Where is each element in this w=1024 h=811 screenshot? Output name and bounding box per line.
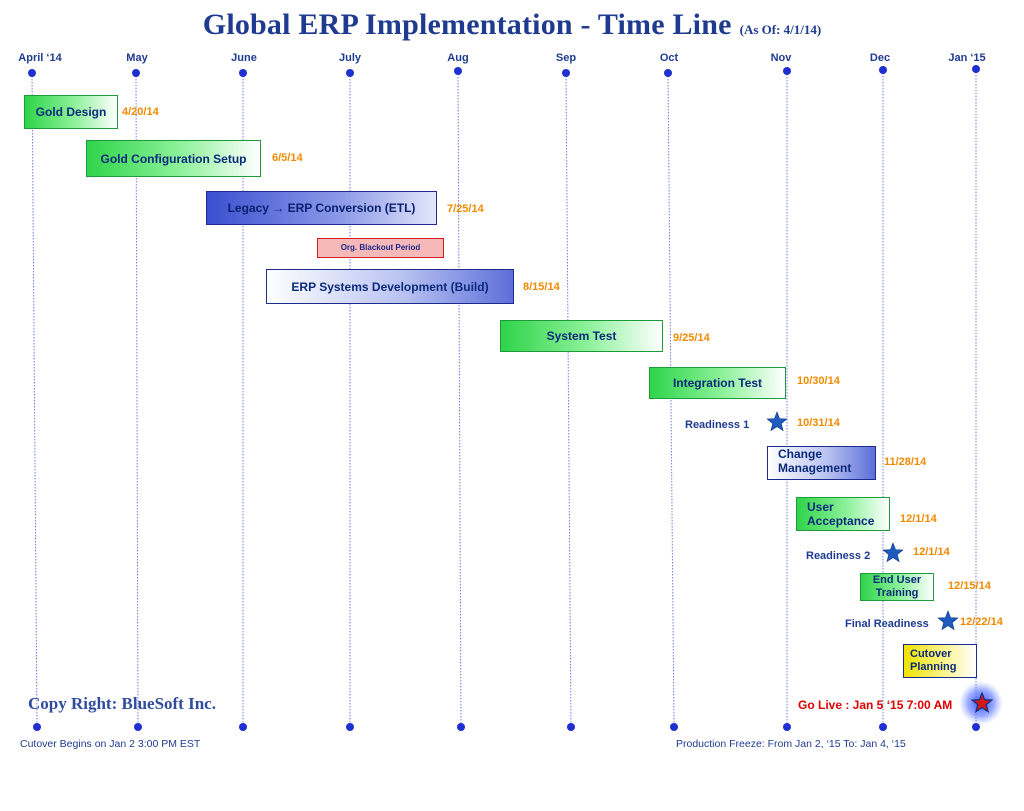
date-integration-test: 10/30/14 (797, 375, 840, 387)
date-change-management: 11/28/14 (884, 456, 927, 468)
date-erp-development: 8/15/14 (523, 281, 560, 293)
task-erp-development: ERP Systems Development (Build) (266, 269, 514, 304)
task-gold-configuration: Gold Configuration Setup (86, 140, 261, 177)
title-main: Global ERP Implementation - Time Line (202, 8, 732, 41)
month-label-jul: July (338, 52, 362, 64)
date-end-user-training: 12/15/14 (948, 580, 991, 592)
top-dot-may (132, 69, 140, 77)
task-change-management: Change Management (767, 446, 876, 480)
bottom-dot-jan (972, 723, 980, 731)
date-readiness1: 10/31/14 (797, 417, 840, 429)
date-gold-design: 4/20/14 (122, 106, 159, 118)
footer-production-freeze: Production Freeze: From Jan 2, ‘15 To: J… (676, 738, 906, 750)
task-system-test: System Test (500, 320, 663, 352)
readiness1-star-icon (766, 411, 788, 432)
task-org-blackout: Org. Blackout Period (317, 238, 444, 258)
legacy-label: Legacy (227, 201, 269, 215)
task-legacy-conversion: Legacy → ERP Conversion (ETL) (206, 191, 437, 225)
gridline-aug (457, 70, 462, 728)
month-label-jan: Jan ‘15 (948, 52, 986, 64)
bottom-dot-sep (567, 723, 575, 731)
page-title: Global ERP Implementation - Time Line (A… (0, 8, 1024, 42)
readiness2-star-icon (882, 542, 904, 563)
erp-conversion-label: ERP Conversion (ETL) (287, 201, 416, 215)
gridline-oct (667, 72, 675, 728)
top-dot-aug (454, 67, 462, 75)
bottom-dot-aug (457, 723, 465, 731)
bottom-dot-nov (783, 723, 791, 731)
month-label-oct: Oct (659, 52, 679, 64)
bottom-dot-apr (33, 723, 41, 731)
date-legacy-conversion: 7/25/14 (447, 203, 484, 215)
copyright: Copy Right: BlueSoft Inc. (28, 694, 216, 713)
arrow-right-icon: → (272, 201, 285, 215)
cutover-line1: Cutover (910, 648, 952, 660)
date-final-readiness: 12/22/14 (960, 616, 1003, 628)
month-label-aug: Aug (447, 52, 469, 64)
top-dot-jul (346, 69, 354, 77)
top-dot-nov (783, 67, 791, 75)
final-readiness-label: Final Readiness (845, 618, 929, 630)
cutover-line2: Planning (910, 661, 957, 673)
bottom-dot-dec (879, 723, 887, 731)
gridline-may (135, 72, 139, 728)
task-cutover-planning: Cutover Planning (903, 644, 977, 678)
training-line2: Training (875, 587, 919, 599)
change-line1: Change (778, 447, 823, 461)
bottom-dot-jun (239, 723, 247, 731)
top-dot-dec (879, 66, 887, 74)
footer-cutover-begins: Cutover Begins on Jan 2 3:00 PM EST (20, 738, 201, 750)
bottom-dot-oct (670, 723, 678, 731)
task-user-acceptance: User Acceptance (796, 497, 890, 531)
bottom-dot-jul (346, 723, 354, 731)
readiness2-label: Readiness 2 (806, 550, 871, 562)
task-end-user-training: End User Training (860, 573, 934, 601)
task-integration-test: Integration Test (649, 367, 786, 399)
top-dot-oct (664, 69, 672, 77)
acceptance-line1: User (807, 500, 834, 514)
month-label-jun: June (231, 52, 257, 64)
gridline-apr (31, 72, 38, 728)
month-label-may: May (126, 52, 148, 64)
top-dot-jun (239, 69, 247, 77)
bottom-dot-may (134, 723, 142, 731)
gridline-sep (565, 72, 572, 728)
top-dot-jan (972, 65, 980, 73)
date-user-acceptance: 12/1/14 (900, 513, 937, 525)
month-label-sep: Sep (555, 52, 577, 64)
date-gold-configuration: 6/5/14 (272, 152, 303, 164)
readiness1-label: Readiness 1 (685, 419, 750, 431)
month-label-nov: Nov (770, 52, 792, 64)
top-dot-apr (28, 69, 36, 77)
go-live-label: Go Live : Jan 5 ‘15 7:00 AM (798, 698, 953, 712)
final-readiness-star-icon (937, 610, 959, 631)
title-as-of: (As Of: 4/1/14) (739, 22, 822, 37)
change-line2: Management (778, 461, 852, 475)
acceptance-line2: Acceptance (807, 514, 875, 528)
month-label-dec: Dec (869, 52, 891, 64)
month-label-apr: April ‘14 (18, 52, 62, 64)
date-readiness2: 12/1/14 (913, 546, 950, 558)
go-live-star-icon (970, 691, 994, 713)
training-line1: End User (872, 574, 922, 586)
date-system-test: 9/25/14 (673, 332, 710, 344)
task-gold-design: Gold Design (24, 95, 118, 129)
top-dot-sep (562, 69, 570, 77)
